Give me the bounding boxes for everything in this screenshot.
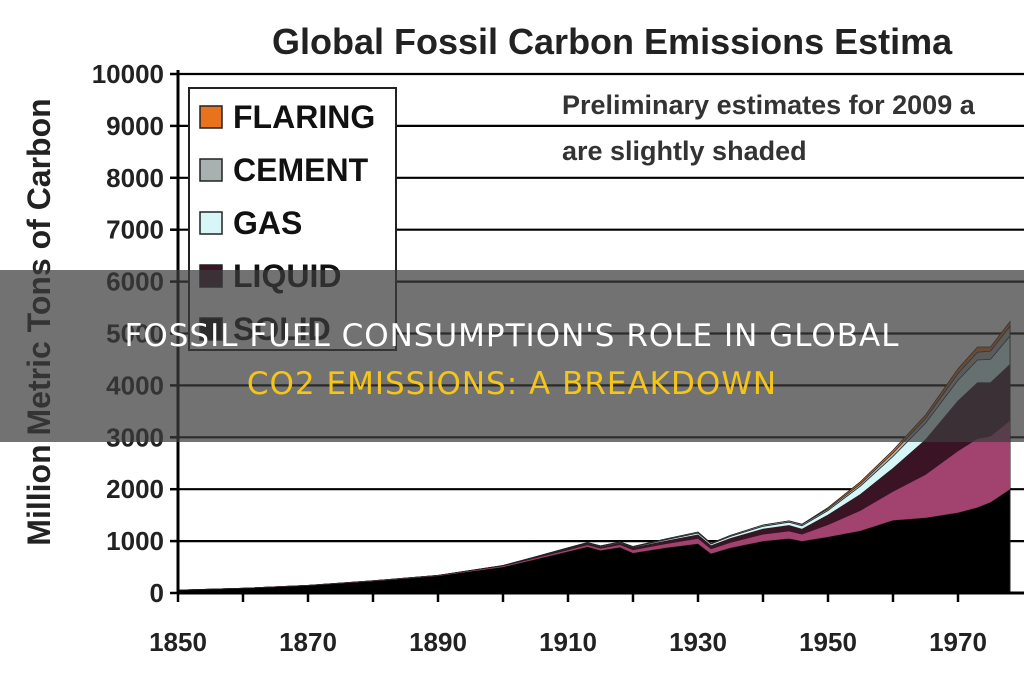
- x-tick-label-1930: 1930: [669, 627, 727, 657]
- legend-label-gas: GAS: [233, 205, 302, 241]
- banner-title-line-2: CO2 EMISSIONS: A BREAKDOWN: [246, 366, 778, 402]
- legend-label-cement: CEMENT: [233, 152, 369, 188]
- y-tick-label-8000: 8000: [106, 163, 164, 193]
- x-tick-label-1910: 1910: [539, 627, 597, 657]
- y-tick-label-10000: 10000: [92, 59, 164, 89]
- y-tick-label-0: 0: [150, 578, 164, 608]
- note-line-1: Preliminary estimates for 2009 a: [562, 90, 976, 120]
- x-tick-labels: 1850 1870 1890 1910 1930 1950 1970: [149, 627, 987, 657]
- x-tick-label-1970: 1970: [929, 627, 987, 657]
- preliminary-note: Preliminary estimates for 2009 a are sli…: [562, 90, 976, 166]
- y-tick-label-9000: 9000: [106, 111, 164, 141]
- x-tick-label-1950: 1950: [799, 627, 857, 657]
- legend-swatch-flaring: [199, 105, 223, 129]
- banner-title-line-1: FOSSIL FUEL CONSUMPTION'S ROLE IN GLOBAL: [124, 318, 900, 354]
- title-banner: [0, 270, 1024, 442]
- chart-title: Global Fossil Carbon Emissions Estima: [272, 21, 953, 62]
- legend-swatch-gas: [199, 211, 223, 235]
- x-tick-label-1890: 1890: [409, 627, 467, 657]
- y-tick-label-1000: 1000: [106, 526, 164, 556]
- legend-label-flaring: FLARING: [233, 99, 375, 135]
- x-tick-label-1850: 1850: [149, 627, 207, 657]
- y-tick-label-7000: 7000: [106, 215, 164, 245]
- y-tick-label-2000: 2000: [106, 474, 164, 504]
- legend-swatch-cement: [199, 158, 223, 182]
- x-tick-label-1870: 1870: [279, 627, 337, 657]
- note-line-2: are slightly shaded: [562, 136, 807, 166]
